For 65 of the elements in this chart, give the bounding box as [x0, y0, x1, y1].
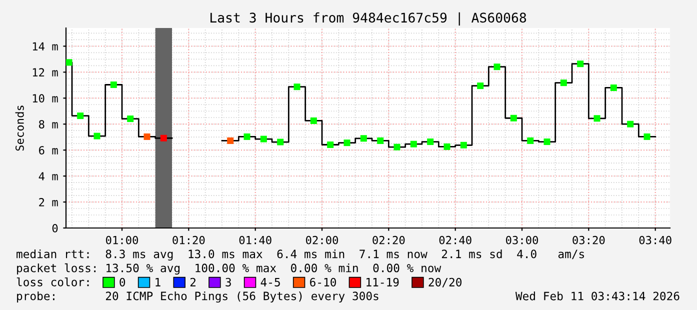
- point: [110, 81, 117, 88]
- point: [627, 120, 634, 128]
- point: [444, 143, 450, 150]
- point: [66, 59, 72, 66]
- y-tick-label: 0: [52, 224, 58, 232]
- y-tick-label: 2 m: [39, 198, 58, 206]
- x-tick-label: 02:20: [372, 236, 405, 244]
- point: [527, 137, 534, 144]
- x-tick-label: 01:00: [106, 236, 138, 244]
- point: [377, 137, 384, 144]
- legend-label: 4-5: [260, 278, 280, 286]
- point: [610, 84, 617, 91]
- legend-label: 1: [156, 278, 160, 286]
- point: [577, 60, 584, 68]
- point: [544, 138, 550, 146]
- legend-label: 20/20: [428, 278, 462, 288]
- y-tick-label: 6 m: [39, 146, 58, 154]
- y-axis-title: Seconds: [15, 106, 24, 151]
- text: packet loss: 13.50 % avg 100.00 % max 0.00 % min 0.00 % now: [17, 263, 442, 275]
- point: [410, 140, 417, 148]
- y-tick-label: 12 m: [32, 68, 58, 76]
- point: [244, 133, 250, 140]
- legend-label: 0: [120, 278, 126, 286]
- point: [277, 138, 284, 146]
- text: probe: 20 ICMP Echo Pings (56 Bytes) every 300s: [17, 291, 378, 303]
- point: [227, 137, 234, 144]
- point: [160, 134, 167, 142]
- legend-label: 2: [190, 278, 196, 286]
- x-tick-label: 02:00: [306, 236, 338, 244]
- x-tick-label: 01:20: [172, 236, 205, 244]
- legend-label: 11-19: [366, 278, 399, 286]
- legend-label: 6-10: [310, 278, 336, 286]
- x-tick-label: 01:40: [239, 236, 272, 244]
- point: [560, 80, 567, 86]
- point: [260, 136, 267, 142]
- point: [644, 133, 650, 140]
- point: [144, 133, 150, 140]
- legend-title: loss color:: [16, 277, 89, 286]
- point: [327, 141, 334, 148]
- point: [127, 116, 134, 122]
- point: [594, 115, 600, 122]
- point: [510, 114, 517, 122]
- y-tick-label: 14 m: [32, 42, 58, 50]
- point: [294, 84, 300, 90]
- point: [427, 138, 434, 146]
- legend-label: 3: [226, 278, 231, 286]
- point: [494, 64, 500, 70]
- y-tick-label: 8 m: [39, 120, 58, 129]
- chart-title: Last 3 Hours from 9484ec167c59 | AS60068: [210, 12, 526, 26]
- point: [344, 140, 350, 146]
- point: [94, 132, 100, 140]
- x-tick-label: 02:40: [439, 236, 472, 244]
- point: [310, 117, 317, 124]
- x-tick-label: 03:40: [639, 236, 672, 244]
- text: median rtt: 8.3 ms avg 13.0 ms max 6.4 ms min 7.1 ms now 2.1 ms sd 4.0 am/s: [16, 249, 584, 261]
- y-tick-label: 4 m: [38, 172, 58, 180]
- point: [460, 142, 467, 148]
- point: [477, 82, 484, 90]
- point: [394, 144, 400, 150]
- text: Wed Feb 11 03:43:14 2026: [515, 292, 680, 300]
- x-tick-label: 03:00: [506, 236, 538, 244]
- x-tick-label: 03:20: [572, 236, 605, 244]
- point: [77, 112, 84, 120]
- point: [360, 135, 367, 142]
- y-tick-label: 10 m: [32, 94, 58, 103]
